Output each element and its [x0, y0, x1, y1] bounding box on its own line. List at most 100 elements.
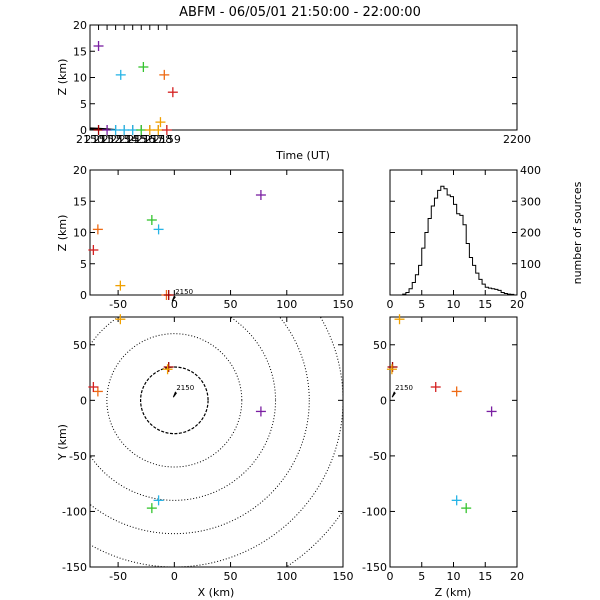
histogram-xtick-label: 10: [447, 298, 461, 311]
histogram-ytick-label: 0: [520, 289, 527, 302]
z-y-panel: Z (km) 0 5 10 15 20 -150 -100 -50 0 50 2150: [362, 314, 524, 599]
time-height-ylabel: Z (km): [56, 59, 69, 96]
time_height-xtick-label: 2200: [503, 133, 531, 146]
plan_view-xtick-label: 150: [333, 570, 354, 583]
plan_view-point: [88, 382, 99, 392]
plan_view-point: [162, 364, 173, 375]
z_y-xtick-label: 15: [478, 570, 492, 583]
time_height-xtick-label: 2158: [144, 133, 172, 146]
histogram-xtick-label: 20: [510, 298, 524, 311]
plan_view-point: [92, 386, 103, 397]
time_height-xtick-label: 2152: [93, 133, 121, 146]
plan_view-annotation-marker: [172, 391, 177, 398]
z_y-annotation-label: 2150: [395, 384, 413, 392]
x_height-annotation-marker: [171, 295, 176, 302]
time_height-point: [119, 125, 130, 135]
plan_view-range-ring: [139, 366, 209, 435]
z_y-xtick-label: 5: [418, 570, 425, 583]
plan-view-ylabel: Y (km): [56, 424, 69, 461]
z_y-point: [486, 406, 497, 417]
z_y-ytick-label: -100: [362, 505, 387, 518]
time_height-point: [136, 125, 147, 135]
plan_view-xtick-label: -50: [109, 570, 127, 583]
plan_view-point: [146, 503, 157, 514]
z-y-xlabel: Z (km): [435, 586, 472, 599]
x_height-point: [255, 190, 266, 200]
plan_view-point: [255, 406, 266, 417]
plan_view-point: [115, 314, 126, 325]
plan_view-ytick-label: -150: [62, 561, 87, 574]
time_height-point: [144, 125, 155, 135]
plan_view-xtick-label: 0: [171, 570, 178, 583]
histogram-ylabel: number of sources: [571, 181, 584, 284]
time_height-point: [161, 125, 172, 135]
plan_view-range-ring: [285, 509, 343, 567]
z_y-ytick-label: 0: [380, 394, 387, 407]
plan_view-annotation-label: 2150: [176, 384, 194, 392]
time_height-point: [93, 41, 104, 51]
time_height-point: [102, 125, 113, 135]
z_y-xtick-label: 0: [387, 570, 394, 583]
z_y-annotation-marker: [391, 391, 396, 398]
histogram-xtick-label: 5: [418, 298, 425, 311]
time_height-ytick-label: 20: [73, 19, 87, 32]
z_y-xtick-label: 20: [510, 570, 524, 583]
plan-view-xlabel: X (km): [198, 586, 235, 599]
x_height-point: [163, 290, 174, 300]
histogram-frame: [389, 169, 518, 296]
time_height-point: [115, 69, 126, 80]
plan_view-ytick-label: -100: [62, 505, 87, 518]
plan_view-xtick-label: 100: [276, 570, 297, 583]
time_height-xtick-label: 2159: [153, 133, 181, 146]
time_height-point: [110, 125, 121, 135]
x_height-ytick-label: 15: [73, 195, 87, 208]
time_height-xtick-label: 2155: [119, 133, 147, 146]
x_height-ytick-label: 20: [73, 164, 87, 177]
time_height-ytick-label: 15: [73, 45, 87, 58]
plan_view-plot-area: [90, 317, 343, 567]
z_y-point: [451, 386, 462, 397]
time_height-xtick-label: 2151: [85, 133, 113, 146]
time_height-xtick-label: 2157: [136, 133, 164, 146]
x_height-ytick-label: 10: [73, 227, 87, 240]
x_height-xtick-label: 50: [224, 298, 238, 311]
time_height-point: [167, 87, 178, 98]
plan_view-xtick-label: 50: [224, 570, 238, 583]
x-height-frame: [89, 169, 344, 296]
x_height-xtick-label: 0: [171, 298, 178, 311]
histogram-ytick-label: 400: [520, 164, 541, 177]
time_height-ytick-label: 0: [80, 124, 87, 137]
x_height-ytick-label: 5: [80, 258, 87, 271]
x-height-panel: Z (km) -50 0 50 100 150 0 5 10 15 20 2150: [56, 164, 354, 311]
x_height-point: [153, 224, 164, 235]
x_height-xtick-label: -50: [109, 298, 127, 311]
x_height-point: [115, 280, 126, 291]
time_height-point: [138, 62, 149, 72]
time_height-ytick-label: 10: [73, 72, 87, 85]
x_height-ytick-label: 0: [80, 289, 87, 302]
plan_view-range-ring: [90, 317, 277, 501]
histogram-xtick-label: 15: [478, 298, 492, 311]
histogram-ytick-label: 100: [520, 258, 541, 271]
time_height-point: [155, 117, 166, 128]
z-y-frame: [389, 316, 518, 568]
histogram-xtick-label: 0: [387, 298, 394, 311]
plan-view-frame: [89, 316, 344, 568]
x_height-point: [146, 215, 157, 225]
plan_view-range-ring: [90, 317, 310, 535]
histogram-ytick-label: 200: [520, 227, 541, 240]
time_height-xtick-label: 2150: [76, 133, 104, 146]
time-height-xlabel: Time (UT): [275, 149, 330, 162]
plan_view-point: [163, 362, 174, 372]
histogram-histogram-line: [390, 185, 517, 295]
time_height-ytick-label: 5: [80, 98, 87, 111]
x_height-annotation-label: 2150: [175, 288, 193, 296]
x_height-xtick-label: 150: [333, 298, 354, 311]
time_height-xtick-label: 2156: [127, 133, 155, 146]
z_y-ytick-label: -50: [369, 450, 387, 463]
time-height-frame: [89, 24, 518, 131]
x_height-xtick-label: 100: [276, 298, 297, 311]
plan-view-panel: X (km) Y (km) -50 0 50 100 150 -150 -100 -50 0 50…: [56, 314, 354, 599]
